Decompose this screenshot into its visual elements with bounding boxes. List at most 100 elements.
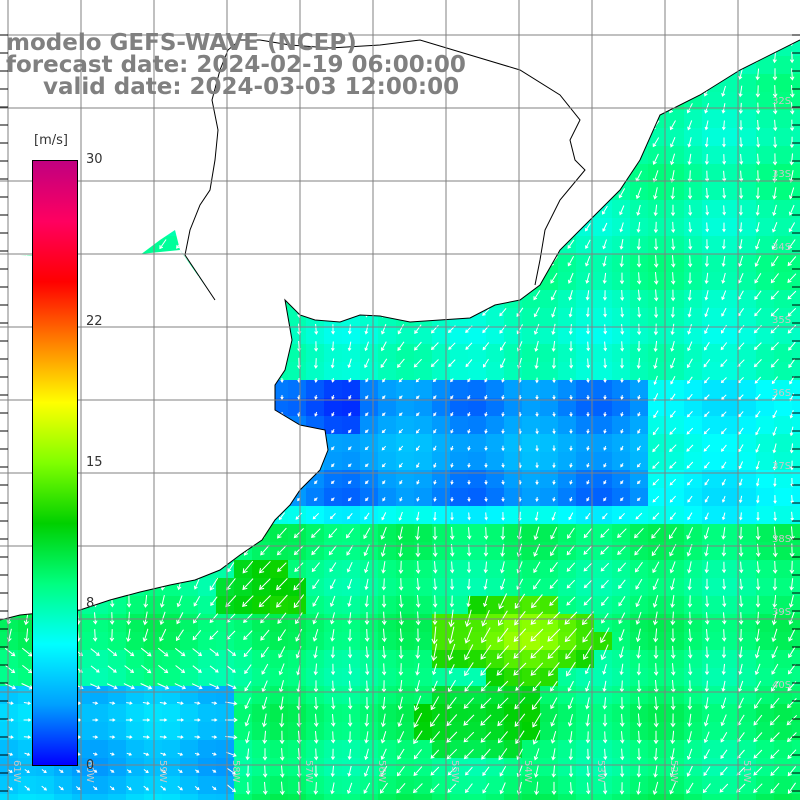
wind-arrow (126, 701, 133, 705)
wind-cell (342, 560, 361, 579)
wind-arrow (530, 628, 544, 642)
wind-cell (324, 632, 343, 651)
wind-arrow (415, 428, 420, 434)
wind-cell (540, 650, 559, 669)
wind-arrow (603, 428, 607, 434)
wind-arrow (583, 562, 593, 572)
wind-cell (666, 218, 685, 237)
wind-cell (270, 704, 289, 723)
wind-arrow (347, 358, 352, 369)
wind-arrow (669, 512, 676, 521)
wind-cell (648, 200, 667, 219)
wind-cell (612, 236, 631, 255)
wind-cell (342, 542, 361, 561)
wind-arrow (704, 595, 710, 608)
wind-arrow (619, 646, 624, 659)
wind-arrow (569, 496, 573, 502)
wind-cell (774, 218, 793, 237)
latitude-label: 34S (772, 242, 791, 253)
wind-arrow (364, 480, 369, 485)
wind-cell (162, 686, 181, 705)
wind-arrow (567, 527, 575, 539)
wind-cell (666, 596, 685, 615)
wind-arrow (602, 290, 607, 301)
wind-cell (360, 578, 379, 597)
wind-cell (666, 362, 685, 381)
wind-arrow (415, 594, 421, 608)
wind-cell (540, 740, 559, 759)
wind-arrow (398, 511, 403, 521)
wind-arrow (467, 411, 471, 417)
wind-cell (486, 380, 505, 399)
wind-cell (306, 488, 325, 507)
wind-arrow (347, 748, 352, 761)
wind-arrow (652, 594, 659, 608)
wind-arrow (347, 731, 353, 744)
wind-cell (522, 740, 541, 759)
wind-cell (504, 416, 523, 435)
wind-arrow (448, 342, 456, 350)
wind-cell (270, 740, 289, 759)
wind-cell (450, 524, 469, 543)
wind-cell (468, 596, 487, 615)
wind-cell (720, 308, 739, 327)
wind-arrow (279, 713, 285, 728)
wind-cell (702, 398, 721, 417)
wind-cell (792, 308, 800, 327)
wind-arrow (501, 462, 505, 469)
wind-arrow (720, 697, 727, 710)
wind-arrow (260, 544, 270, 556)
wind-cell (684, 146, 703, 165)
wind-arrow (330, 358, 335, 369)
wind-cell (414, 632, 433, 651)
wind-arrow (569, 411, 573, 417)
wind-cell (648, 578, 667, 597)
wind-arrow (586, 358, 591, 369)
wind-arrow (413, 341, 422, 351)
wind-arrow (569, 394, 573, 400)
wind-arrow (430, 324, 439, 334)
wind-arrow (787, 664, 796, 675)
wind-arrow (142, 735, 150, 739)
wind-arrow (514, 593, 526, 609)
wind-arrow (534, 357, 539, 370)
wind-arrow (243, 613, 253, 623)
wind-cell (684, 128, 703, 147)
wind-arrow (738, 612, 744, 625)
wind-cell (666, 110, 685, 129)
wind-arrow (772, 85, 778, 98)
wind-arrow (381, 628, 387, 643)
wind-arrow (738, 239, 743, 250)
wind-cell (342, 650, 361, 669)
wind-arrow (636, 781, 641, 796)
wind-arrow (466, 561, 472, 574)
wind-cell (648, 362, 667, 381)
wind-cell (198, 758, 217, 777)
wind-arrow (379, 782, 388, 794)
wind-arrow (534, 511, 539, 522)
wind-arrow (142, 611, 148, 626)
wind-cell (702, 344, 721, 363)
wind-arrow (687, 495, 693, 503)
wind-arrow (753, 783, 763, 793)
wind-arrow (551, 323, 556, 336)
wind-cell (306, 668, 325, 687)
wind-cell (288, 326, 307, 345)
wind-arrow (704, 680, 709, 693)
wind-arrow (602, 239, 607, 250)
wind-cell (792, 434, 800, 453)
wind-arrow (670, 357, 676, 369)
wind-arrow (364, 595, 369, 608)
wind-cell (504, 326, 523, 345)
wind-arrow (669, 461, 677, 469)
wind-arrow (483, 358, 489, 368)
wind-cell (756, 650, 775, 669)
wind-arrow (583, 596, 593, 606)
wind-cell (468, 398, 487, 417)
wind-cell (666, 524, 685, 543)
wind-arrow (670, 594, 675, 608)
wind-arrow (687, 561, 692, 574)
wind-arrow (415, 645, 421, 660)
wind-cell (558, 470, 577, 489)
wind-cell (468, 740, 487, 759)
